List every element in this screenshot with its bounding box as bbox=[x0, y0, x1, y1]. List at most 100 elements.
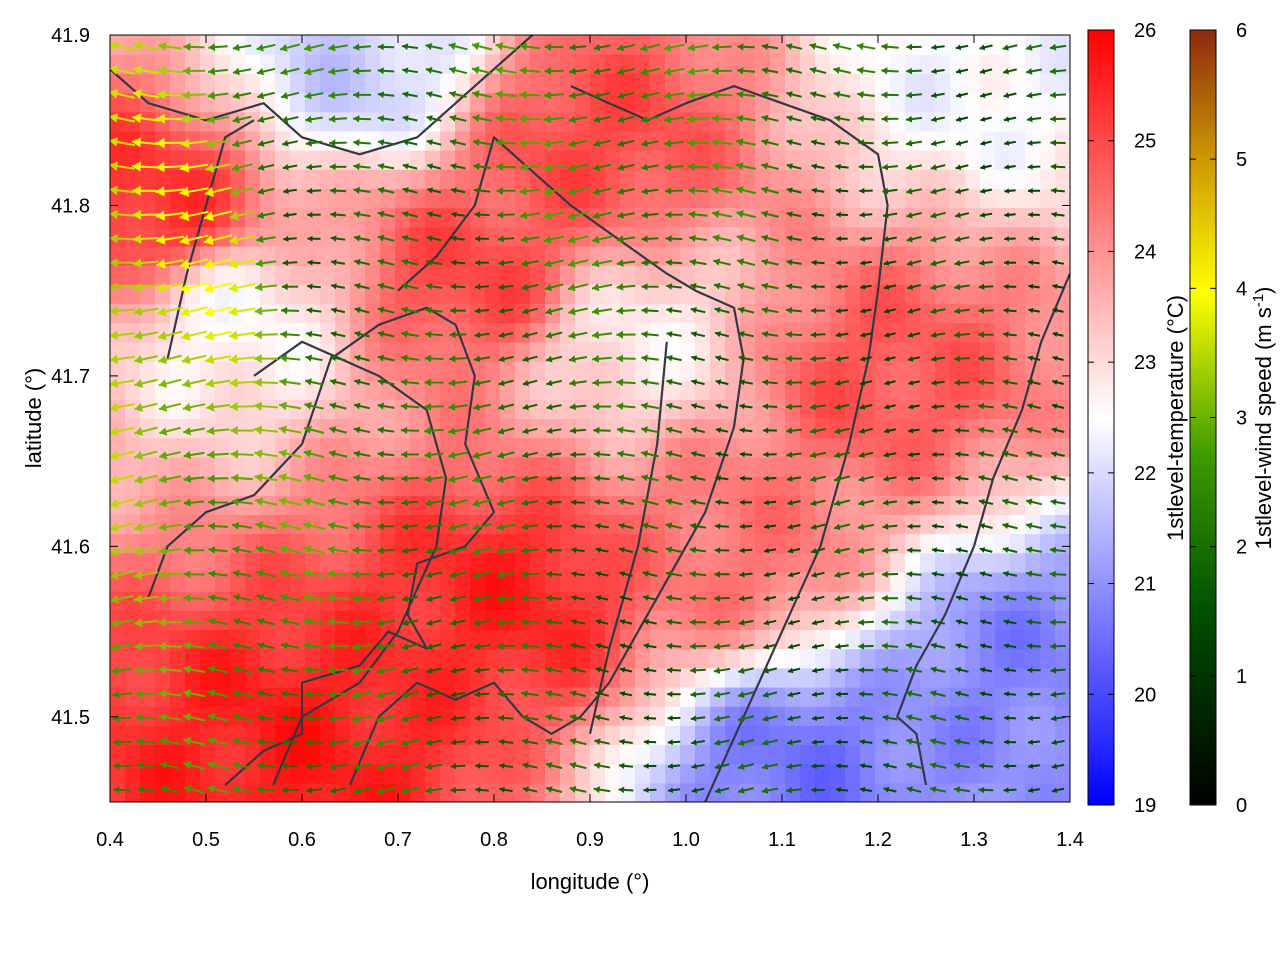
temperature-cell bbox=[800, 419, 816, 439]
temperature-cell bbox=[845, 553, 861, 573]
temperature-cell bbox=[335, 399, 351, 419]
temperature-cell bbox=[110, 303, 126, 323]
temperature-cell bbox=[395, 783, 411, 803]
temperature-cell bbox=[545, 610, 561, 630]
temperature-cell bbox=[770, 457, 786, 477]
temperature-cell bbox=[590, 73, 606, 93]
temperature-cell bbox=[170, 476, 186, 496]
temperature-cell bbox=[665, 169, 681, 189]
temperature-cell bbox=[635, 35, 651, 55]
temperature-cell bbox=[560, 265, 576, 285]
temperature-cell bbox=[680, 361, 696, 381]
temperature-cell bbox=[575, 687, 591, 707]
temperature-cell bbox=[860, 687, 876, 707]
temperature-cell bbox=[1040, 169, 1056, 189]
temperature-cell bbox=[290, 323, 306, 343]
temperature-cell bbox=[920, 35, 936, 55]
temperature-cell bbox=[275, 399, 291, 419]
temperature-cell bbox=[965, 419, 981, 439]
temperature-cell bbox=[125, 744, 141, 764]
temperature-cell bbox=[695, 73, 711, 93]
temperature-cell bbox=[1055, 399, 1071, 419]
temperature-cell bbox=[170, 687, 186, 707]
temperature-cell bbox=[770, 419, 786, 439]
temperature-cell bbox=[785, 112, 801, 132]
temperature-cell bbox=[545, 783, 561, 803]
temperature-cell bbox=[725, 112, 741, 132]
temperature-cell bbox=[785, 208, 801, 228]
temperature-cell bbox=[815, 457, 831, 477]
temperature-cell bbox=[770, 131, 786, 151]
temperature-cell bbox=[215, 73, 231, 93]
temperature-cell bbox=[800, 687, 816, 707]
temperature-cell bbox=[425, 361, 441, 381]
temperature-cell bbox=[290, 208, 306, 228]
temperature-cell bbox=[335, 457, 351, 477]
temperature-cell bbox=[965, 323, 981, 343]
temperature-cell bbox=[605, 208, 621, 228]
temperature-cell bbox=[695, 687, 711, 707]
temperature-cell bbox=[1040, 112, 1056, 132]
temperature-cell bbox=[1040, 687, 1056, 707]
temperature-cell bbox=[500, 169, 516, 189]
temperature-cell bbox=[515, 610, 531, 630]
temperature-cell bbox=[965, 112, 981, 132]
temperature-cell bbox=[1040, 744, 1056, 764]
temperature-cell bbox=[590, 457, 606, 477]
temperature-cell bbox=[980, 783, 996, 803]
temperature-cell bbox=[530, 361, 546, 381]
temperature-cell bbox=[335, 419, 351, 439]
temperature-cell bbox=[440, 610, 456, 630]
temperature-cell bbox=[1040, 265, 1056, 285]
temperature-cell bbox=[155, 361, 171, 381]
temperature-cell bbox=[890, 112, 906, 132]
temperature-cell bbox=[260, 687, 276, 707]
temperature-cell bbox=[125, 706, 141, 726]
temperature-cell bbox=[815, 131, 831, 151]
temperature-cell bbox=[590, 553, 606, 573]
temperature-cell bbox=[350, 169, 366, 189]
temperature-cell bbox=[665, 610, 681, 630]
temperature-cell bbox=[845, 534, 861, 554]
temperature-cell bbox=[890, 169, 906, 189]
temperature-cell bbox=[830, 399, 846, 419]
temperature-cell bbox=[260, 323, 276, 343]
temperature-cell bbox=[695, 419, 711, 439]
temperature-cell bbox=[950, 514, 966, 534]
temperature-cell bbox=[320, 208, 336, 228]
temperature-cell bbox=[620, 783, 636, 803]
temperature-cell bbox=[245, 399, 261, 419]
temperature-cell bbox=[380, 553, 396, 573]
temperature-cell bbox=[920, 323, 936, 343]
temperature-cell bbox=[1025, 649, 1041, 669]
temperature-cell bbox=[995, 553, 1011, 573]
temperature-cell bbox=[815, 495, 831, 515]
temperature-cell bbox=[410, 495, 426, 515]
temperature-cell bbox=[560, 361, 576, 381]
temperature-cell bbox=[515, 783, 531, 803]
temperature-cell bbox=[755, 208, 771, 228]
temperature-cell bbox=[695, 610, 711, 630]
temperature-cell bbox=[530, 380, 546, 400]
temperature-cell bbox=[965, 687, 981, 707]
temperature-cell bbox=[1010, 93, 1026, 113]
temperature-cell bbox=[350, 399, 366, 419]
temperature-cell bbox=[890, 457, 906, 477]
temperature-cell bbox=[605, 687, 621, 707]
temperature-cell bbox=[680, 591, 696, 611]
temperature-cell bbox=[440, 361, 456, 381]
temperature-cell bbox=[575, 649, 591, 669]
temperature-cell bbox=[1055, 208, 1071, 228]
temperature-cell bbox=[545, 687, 561, 707]
temperature-cell bbox=[230, 399, 246, 419]
temperature-cell bbox=[965, 284, 981, 304]
temperature-cell bbox=[275, 591, 291, 611]
temperature-cell bbox=[605, 591, 621, 611]
temperature-cell bbox=[965, 783, 981, 803]
temperature-cell bbox=[560, 553, 576, 573]
temperature-cell bbox=[965, 73, 981, 93]
temperature-cell bbox=[665, 649, 681, 669]
temperature-cell bbox=[530, 112, 546, 132]
temperature-cell bbox=[530, 323, 546, 343]
